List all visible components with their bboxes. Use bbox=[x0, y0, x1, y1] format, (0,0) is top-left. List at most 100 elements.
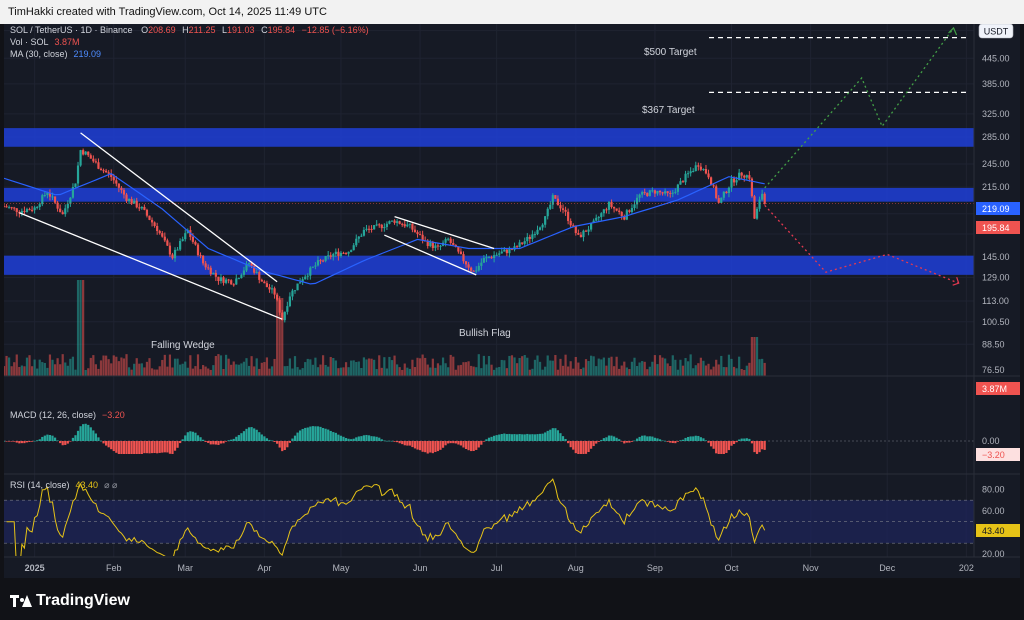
macd-bar bbox=[727, 441, 731, 451]
volume-bar bbox=[513, 357, 516, 376]
candle bbox=[293, 290, 297, 292]
volume-bar bbox=[230, 364, 233, 376]
macd-bar bbox=[745, 438, 748, 441]
macd-bar bbox=[758, 441, 761, 453]
volume-bar bbox=[590, 355, 593, 376]
volume-bar bbox=[240, 363, 243, 376]
candle bbox=[697, 165, 700, 167]
candle bbox=[94, 161, 97, 163]
volume-bar bbox=[398, 367, 401, 376]
macd-bar bbox=[281, 441, 284, 452]
target-367-label: $367 Target bbox=[642, 105, 695, 116]
macd-label-line: MACD (12, 26, close) −3.20 bbox=[10, 410, 125, 420]
macd-value: −3.20 bbox=[102, 410, 125, 420]
candle bbox=[436, 245, 440, 247]
candle bbox=[48, 192, 52, 197]
volume-bar bbox=[145, 361, 149, 376]
volume-bar bbox=[416, 357, 419, 376]
price-axis[interactable]: 445.00 385.00 325.00 285.00 245.00 215.00 145.… bbox=[982, 53, 1010, 375]
time-axis-tick: Dec bbox=[879, 563, 896, 573]
macd-bar bbox=[23, 441, 26, 444]
candle bbox=[370, 228, 373, 230]
volume-bar bbox=[753, 337, 756, 376]
volume-bar bbox=[355, 361, 358, 376]
candle bbox=[416, 232, 419, 235]
time-axis-tick: Nov bbox=[803, 563, 820, 573]
candle bbox=[702, 168, 705, 170]
candle bbox=[181, 239, 184, 241]
time-axis[interactable]: 2025 Feb Mar Apr May Jun Jul Aug Sep Oct Nov Dec 202 bbox=[25, 563, 974, 573]
candle bbox=[761, 193, 764, 200]
candle bbox=[467, 264, 470, 268]
candle bbox=[367, 228, 371, 230]
macd-bar bbox=[130, 441, 133, 454]
volume-bar bbox=[697, 363, 700, 376]
macd-bar bbox=[327, 429, 330, 441]
volume-bar bbox=[59, 364, 62, 376]
macd-bar bbox=[620, 441, 623, 442]
rsi-value: 43.40 bbox=[76, 480, 99, 490]
volume-bar bbox=[740, 369, 743, 376]
legend-change: −12.85 (−6.16%) bbox=[302, 25, 369, 35]
volume-bar bbox=[531, 368, 534, 376]
tradingview-logo[interactable]: TradingView bbox=[10, 592, 130, 610]
volume-bar bbox=[533, 359, 537, 376]
volume-bar bbox=[618, 368, 621, 376]
volume-bar bbox=[518, 357, 521, 376]
candle bbox=[727, 187, 731, 194]
svg-text:195.84: 195.84 bbox=[982, 223, 1010, 233]
candle bbox=[709, 177, 713, 186]
macd-bar bbox=[401, 441, 404, 445]
volume-bar bbox=[597, 358, 600, 376]
candle bbox=[664, 191, 667, 194]
volume-bar bbox=[202, 365, 205, 376]
volume-bar bbox=[567, 366, 570, 376]
volume-bar bbox=[715, 359, 718, 376]
currency-button[interactable]: USDT bbox=[978, 23, 1014, 39]
macd-bar bbox=[110, 441, 113, 450]
candle bbox=[587, 229, 590, 232]
candle bbox=[112, 176, 115, 181]
volume-bar bbox=[288, 358, 291, 376]
candle bbox=[692, 170, 695, 172]
macd-bar bbox=[669, 441, 672, 443]
legend-volume-line: Vol · SOL 3.87M bbox=[10, 37, 80, 47]
macd-bar bbox=[255, 429, 258, 441]
candle bbox=[337, 251, 340, 257]
price-axis-tick: 100.50 bbox=[982, 317, 1010, 327]
svg-text:−3.20: −3.20 bbox=[982, 450, 1005, 460]
price-axis-tick: 445.00 bbox=[982, 53, 1010, 63]
candle bbox=[732, 178, 736, 183]
volume-bar bbox=[579, 368, 582, 376]
candle bbox=[232, 284, 235, 286]
volume-bar bbox=[694, 365, 697, 376]
volume-bar bbox=[247, 365, 251, 376]
macd-bar bbox=[625, 441, 628, 443]
candle bbox=[71, 187, 75, 198]
candle bbox=[408, 223, 411, 225]
volume-bar bbox=[396, 364, 399, 376]
candle bbox=[263, 281, 266, 284]
candle bbox=[194, 241, 197, 245]
macd-bar bbox=[569, 441, 572, 448]
macd-bar bbox=[582, 441, 585, 454]
macd-bar bbox=[82, 424, 85, 441]
macd-bar bbox=[181, 439, 184, 441]
volume-bar bbox=[418, 358, 422, 376]
price-axis-tick: 285.00 bbox=[982, 132, 1010, 142]
volume-bar bbox=[82, 280, 85, 376]
macd-bar bbox=[43, 435, 46, 441]
volume-bar bbox=[709, 369, 713, 376]
volume-bar bbox=[436, 363, 440, 376]
volume-bar bbox=[89, 357, 92, 376]
volume-bar bbox=[605, 365, 608, 376]
volume-bar bbox=[79, 280, 82, 376]
volume-bar bbox=[385, 368, 388, 376]
volume-bar bbox=[117, 361, 120, 376]
volume-bar bbox=[485, 364, 488, 376]
candle bbox=[648, 190, 651, 197]
candle bbox=[122, 190, 126, 195]
volume-bar bbox=[477, 354, 480, 376]
volume-bar bbox=[577, 362, 580, 376]
volume-bar bbox=[447, 367, 450, 376]
